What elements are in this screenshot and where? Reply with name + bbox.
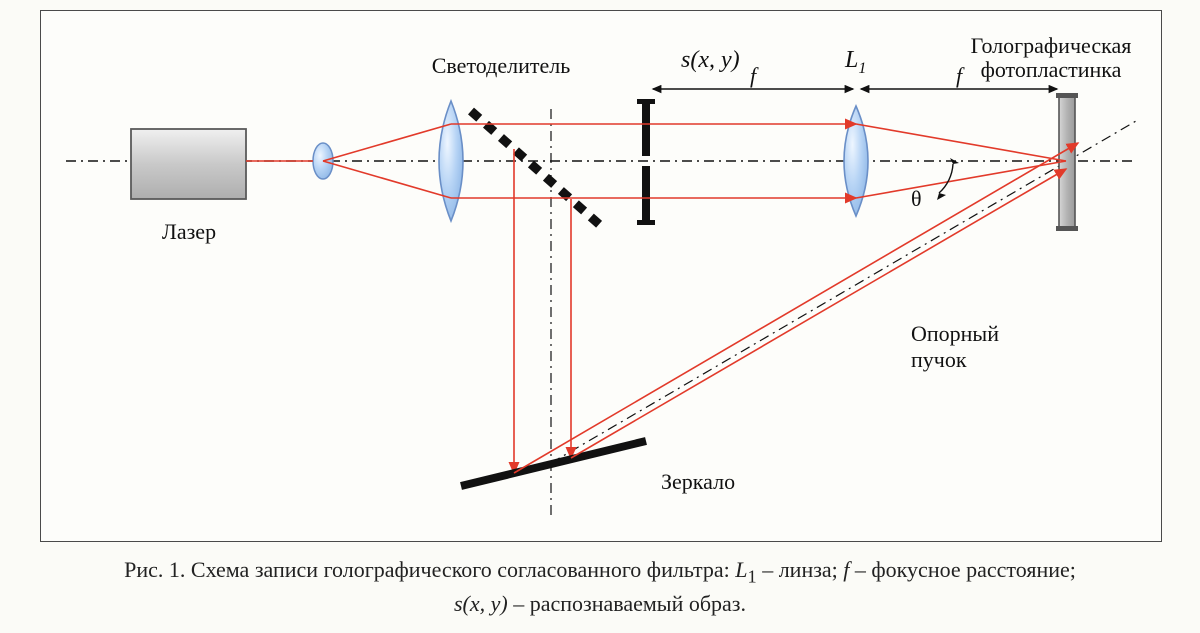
ray-diverge-top [323,124,451,161]
caption-s: s(x, y) [454,591,508,616]
ray-bot-focus [856,161,1066,198]
caption-L1: L [735,557,747,582]
caption-L1-desc: – линза; [757,557,844,582]
mirror [461,441,646,486]
reference-axis [551,121,1136,463]
plate-label-l2: фотопластинка [981,57,1122,82]
lens-L1 [844,106,868,216]
theta-label: θ [911,186,922,211]
mask-label: s(x, y) [681,47,740,73]
caption-s-desc: – распознаваемый образ. [508,591,746,616]
ray-diverge-bot [323,161,451,198]
caption-prefix: Рис. 1. Схема записи голографического со… [124,557,735,582]
theta-arc [939,164,953,193]
caption-f-desc: – фокусное расстояние; [849,557,1075,582]
beam-splitter [471,111,601,226]
ray-top-focus [856,124,1066,161]
laser-body [131,129,246,199]
collimator-lens [439,101,463,221]
diagram-frame: Лазер Светоделитель s(x, y) L1 [40,10,1162,542]
diagram-svg: Лазер Светоделитель s(x, y) L1 [41,11,1161,541]
laser-label: Лазер [162,219,216,244]
mirror-label: Зеркало [661,469,735,494]
plate-cap-top [1056,93,1078,98]
object-mask [637,99,655,225]
figure-caption: Рис. 1. Схема записи голографического со… [60,555,1140,619]
f-right-label: f [956,63,965,88]
ray-ref-bot [514,143,1078,473]
caption-L1-sub: 1 [748,566,757,586]
reference-label-l1: Опорный [911,321,999,346]
plate-label-l1: Голографическая [971,33,1132,58]
lens-L1-label: L1 [844,47,866,77]
splitter-label: Светоделитель [432,53,571,78]
reference-label-l2: пучок [911,347,967,372]
theta-arrow-b [937,193,946,200]
f-left-label: f [750,63,759,88]
plate-cap-bottom [1056,226,1078,231]
